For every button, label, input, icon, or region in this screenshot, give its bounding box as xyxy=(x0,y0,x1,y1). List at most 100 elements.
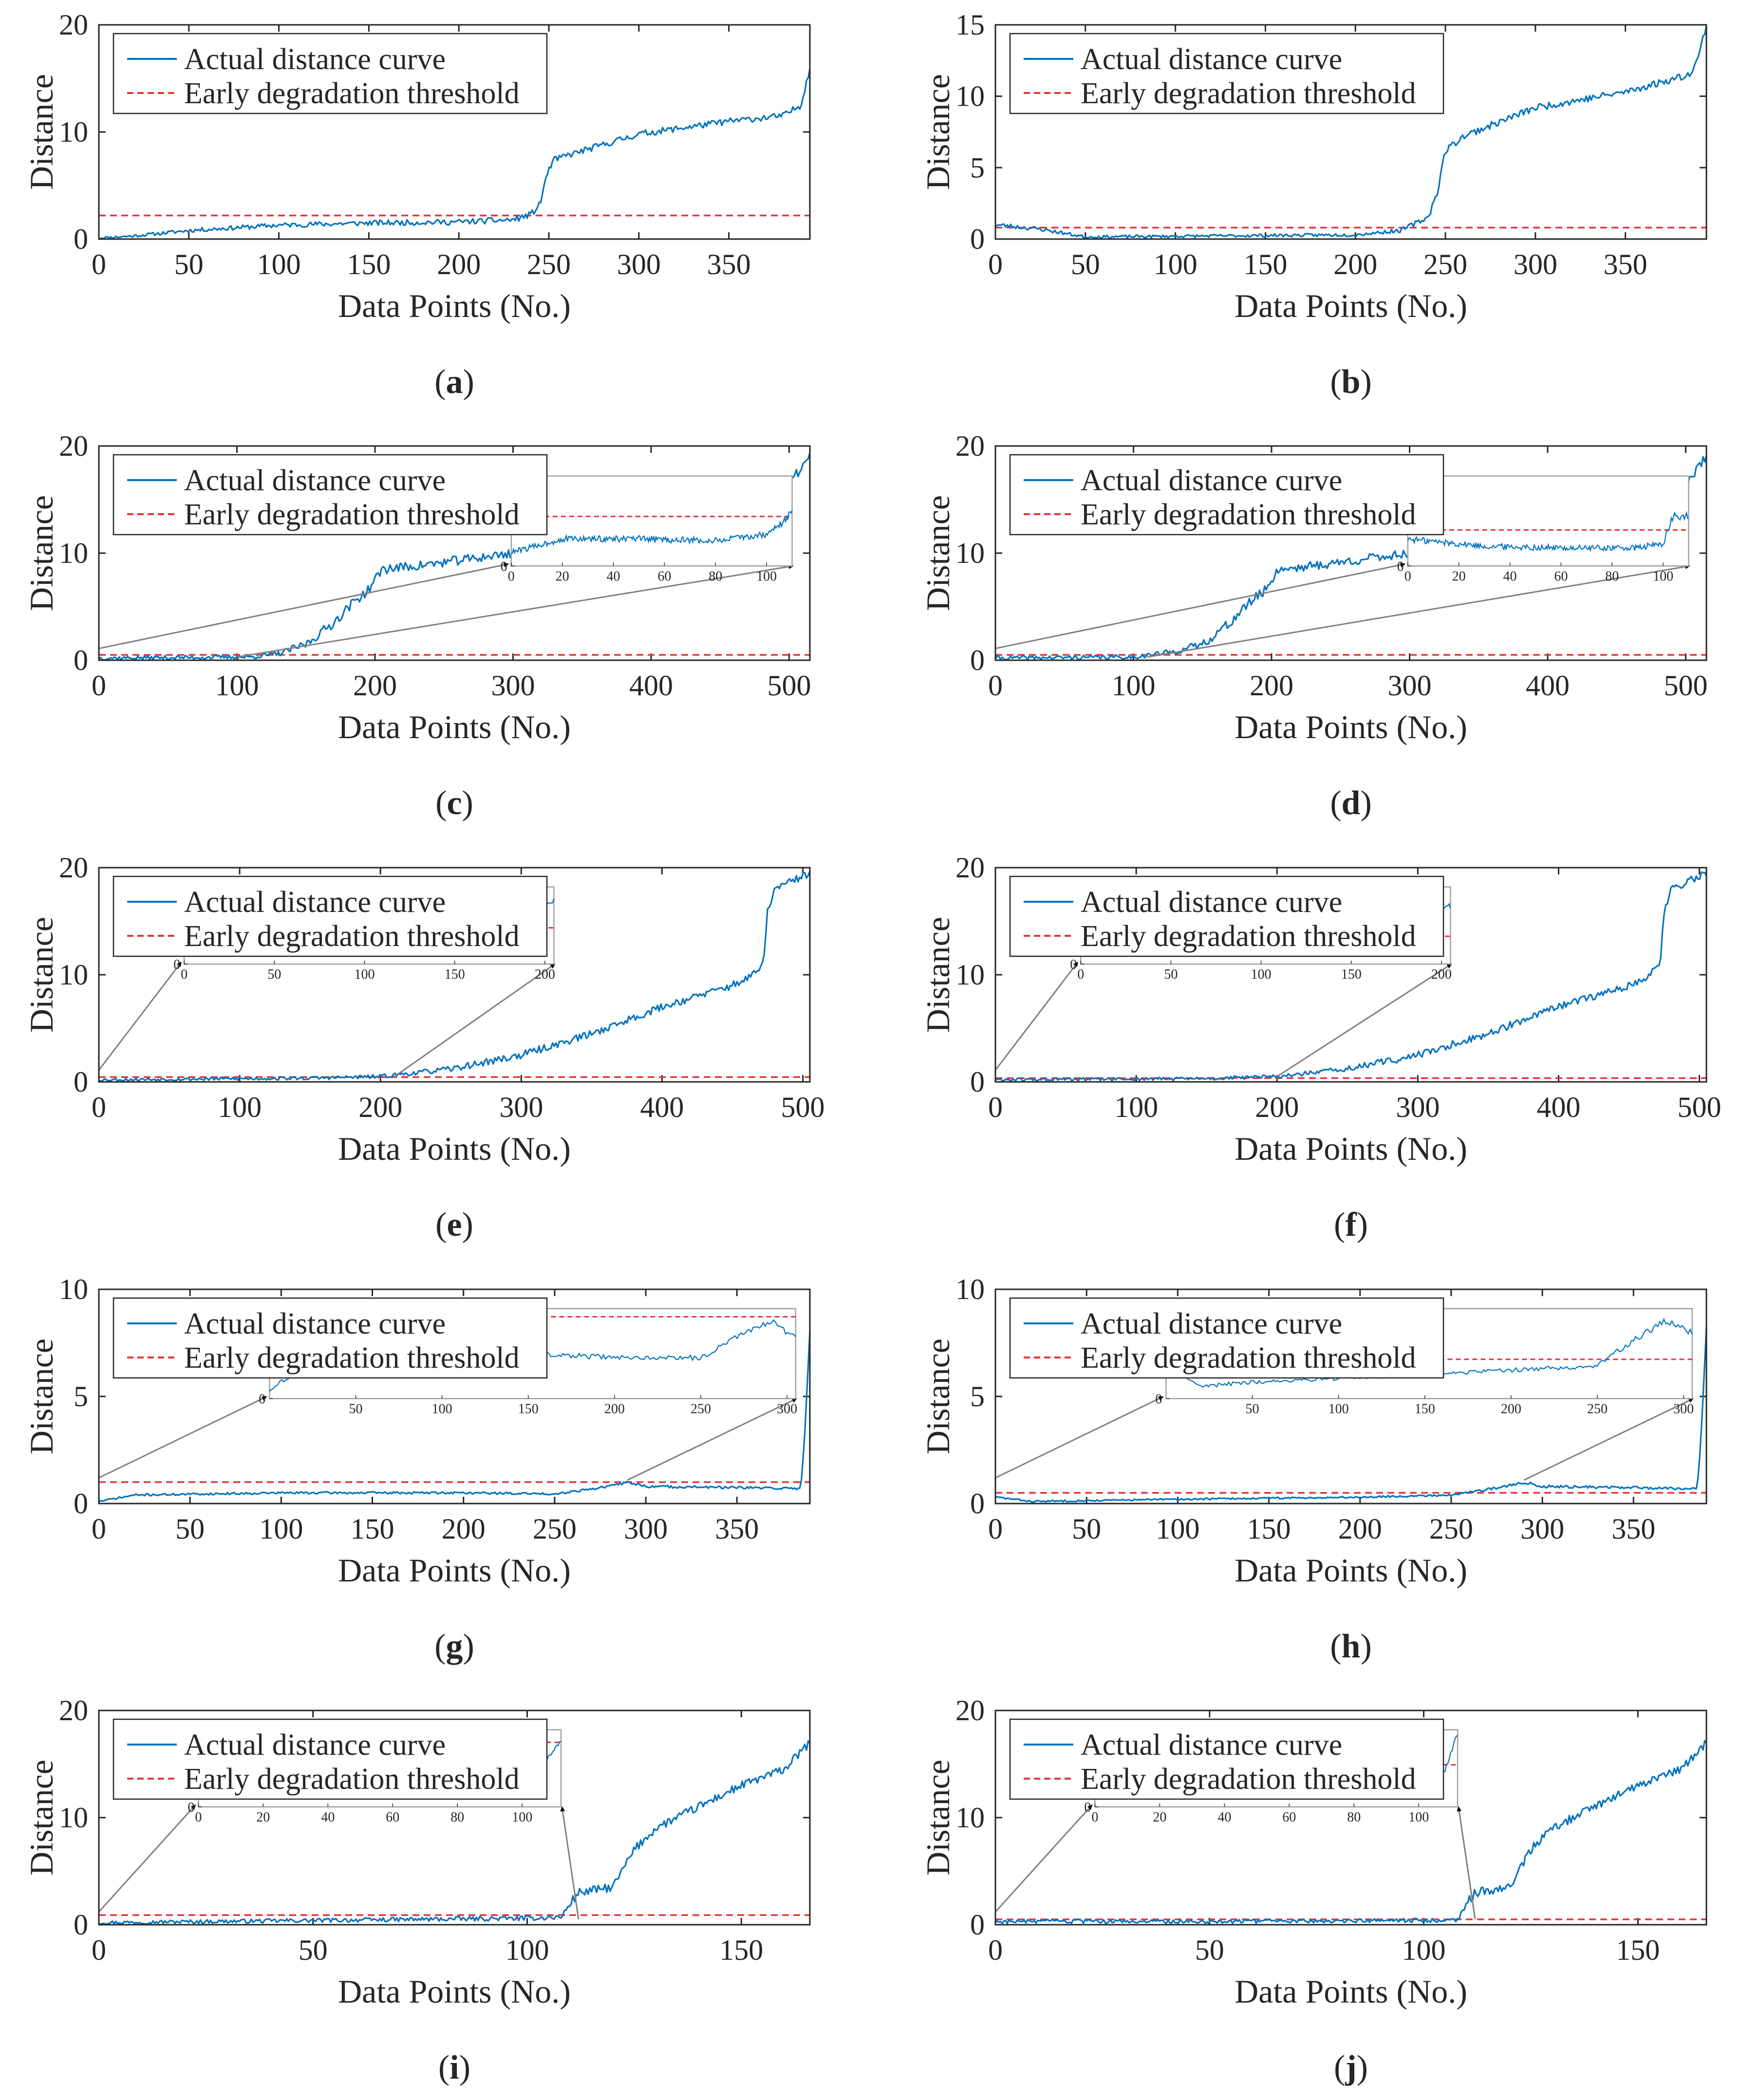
inset-x-tick-label: 50 xyxy=(1164,967,1178,982)
inset-x-tick-label: 60 xyxy=(1282,1810,1296,1825)
x-tick-label: 100 xyxy=(1154,248,1198,280)
x-tick-label: 350 xyxy=(1604,248,1647,280)
inset-x-tick-label: 40 xyxy=(1503,569,1517,584)
inset-x-tick-label: 300 xyxy=(1673,1401,1694,1416)
x-tick-label: 50 xyxy=(174,248,204,280)
panel-caption: (j) xyxy=(1334,2049,1368,2086)
legend-curve-label: Actual distance curve xyxy=(184,1728,446,1762)
x-tick-label: 400 xyxy=(1526,669,1570,702)
x-tick-label: 0 xyxy=(92,1513,106,1545)
y-tick-label: 0 xyxy=(970,1066,985,1098)
x-tick-label: 0 xyxy=(988,1934,1003,1966)
inset-x-tick-label: 100 xyxy=(1653,569,1673,584)
inset-x-tick-label: 150 xyxy=(1415,1401,1435,1416)
x-axis-label: Data Points (No.) xyxy=(338,287,571,324)
inset-x-tick-label: 250 xyxy=(691,1401,711,1416)
inset-x-tick-label: 150 xyxy=(445,967,465,982)
x-tick-label: 200 xyxy=(1333,248,1377,280)
x-axis-label: Data Points (No.) xyxy=(338,1130,571,1167)
zoom-arrow xyxy=(98,562,509,650)
x-tick-label: 250 xyxy=(1429,1513,1473,1545)
x-tick-label: 100 xyxy=(1111,669,1155,702)
x-axis-label: Data Points (No.) xyxy=(1235,287,1467,324)
legend-threshold-label: Early degradation threshold xyxy=(1081,498,1416,531)
x-tick-label: 500 xyxy=(767,669,811,702)
x-tick-label: 100 xyxy=(215,669,259,702)
x-tick-label: 400 xyxy=(629,669,673,702)
inset-x-tick-label: 100 xyxy=(512,1810,532,1825)
x-axis-label: Data Points (No.) xyxy=(338,1973,571,2010)
inset-x-tick-label: 200 xyxy=(1431,967,1452,982)
axes-box xyxy=(98,445,811,661)
inset-y-tick-label: 0 xyxy=(501,559,507,574)
x-tick-label: 200 xyxy=(1250,669,1293,702)
inset-x-tick-label: 40 xyxy=(321,1810,335,1825)
y-tick-label: 0 xyxy=(74,644,88,676)
caption-letter: g xyxy=(446,1628,463,1665)
caption-close: ) xyxy=(463,1628,474,1665)
inset-frame xyxy=(510,475,793,567)
legend-curve-label: Actual distance curve xyxy=(1081,886,1342,919)
caption-close: ) xyxy=(462,784,473,822)
axes-box xyxy=(994,24,1707,240)
distance-curve xyxy=(995,25,1707,239)
x-axis-label: Data Points (No.) xyxy=(1235,708,1467,745)
inset-x-tick-label: 0 xyxy=(1077,967,1084,982)
x-tick-label: 200 xyxy=(1255,1091,1299,1123)
caption-letter: f xyxy=(1345,1206,1357,1244)
y-axis-label: Distance xyxy=(23,1338,60,1454)
y-axis-label: Distance xyxy=(23,917,60,1033)
legend-threshold-label: Early degradation threshold xyxy=(184,1763,520,1796)
inset-y-tick-label: 0 xyxy=(173,957,180,972)
y-tick-label: 5 xyxy=(970,151,985,184)
inset-x-tick-label: 20 xyxy=(256,1810,270,1825)
inset-x-tick-label: 250 xyxy=(1587,1401,1608,1416)
x-tick-label: 300 xyxy=(617,248,661,280)
inset-x-tick-label: 80 xyxy=(450,1810,464,1825)
inset-x-tick-label: 0 xyxy=(508,569,515,584)
y-tick-label: 20 xyxy=(59,430,88,462)
axes-box xyxy=(994,1288,1707,1505)
caption-open: ( xyxy=(435,784,447,822)
x-tick-label: 50 xyxy=(175,1513,205,1545)
caption-open: ( xyxy=(434,363,446,401)
distance-curve xyxy=(995,1740,1707,1924)
legend-box xyxy=(112,1297,548,1379)
y-axis-label: Distance xyxy=(919,917,956,1033)
x-tick-label: 100 xyxy=(257,248,301,280)
inset-x-tick-label: 60 xyxy=(1554,569,1568,584)
y-tick-label: 10 xyxy=(59,116,88,148)
zoom-arrow xyxy=(1147,564,1690,658)
inset-y-tick-label: 0 xyxy=(1155,1392,1162,1407)
inset-x-tick-label: 50 xyxy=(267,967,281,982)
caption-open: ( xyxy=(1330,363,1341,401)
x-tick-label: 200 xyxy=(437,248,481,280)
inset-x-tick-label: 40 xyxy=(607,569,620,584)
legend-curve-label: Actual distance curve xyxy=(1081,43,1342,76)
x-tick-label: 150 xyxy=(347,248,391,280)
legend-curve-label: Actual distance curve xyxy=(1081,1728,1342,1762)
y-tick-label: 0 xyxy=(74,223,88,255)
x-tick-label: 250 xyxy=(533,1513,577,1545)
legend-box xyxy=(1009,1297,1444,1379)
panel-caption: (b) xyxy=(1330,363,1372,401)
panel-caption: (d) xyxy=(1330,784,1372,822)
inset-x-tick-label: 60 xyxy=(386,1810,399,1825)
zoom-arrow xyxy=(995,1396,1164,1479)
caption-letter: e xyxy=(447,1206,462,1244)
x-tick-label: 350 xyxy=(707,248,751,280)
zoom-arrow xyxy=(394,963,556,1078)
y-tick-label: 15 xyxy=(955,9,985,41)
caption-close: ) xyxy=(1357,2049,1368,2086)
x-tick-label: 0 xyxy=(988,1513,1003,1545)
zoom-arrow xyxy=(1523,1398,1694,1481)
legend-threshold-label: Early degradation threshold xyxy=(184,498,520,531)
y-axis-label: Distance xyxy=(23,495,60,611)
legend-curve-label: Actual distance curve xyxy=(184,464,446,497)
chart-b: 0 50 100 150 200 250 300 350 0 5 10 15 Actual distan… xyxy=(919,9,1707,401)
x-tick-label: 500 xyxy=(1664,669,1707,702)
x-axis-label: Data Points (No.) xyxy=(338,1552,571,1589)
